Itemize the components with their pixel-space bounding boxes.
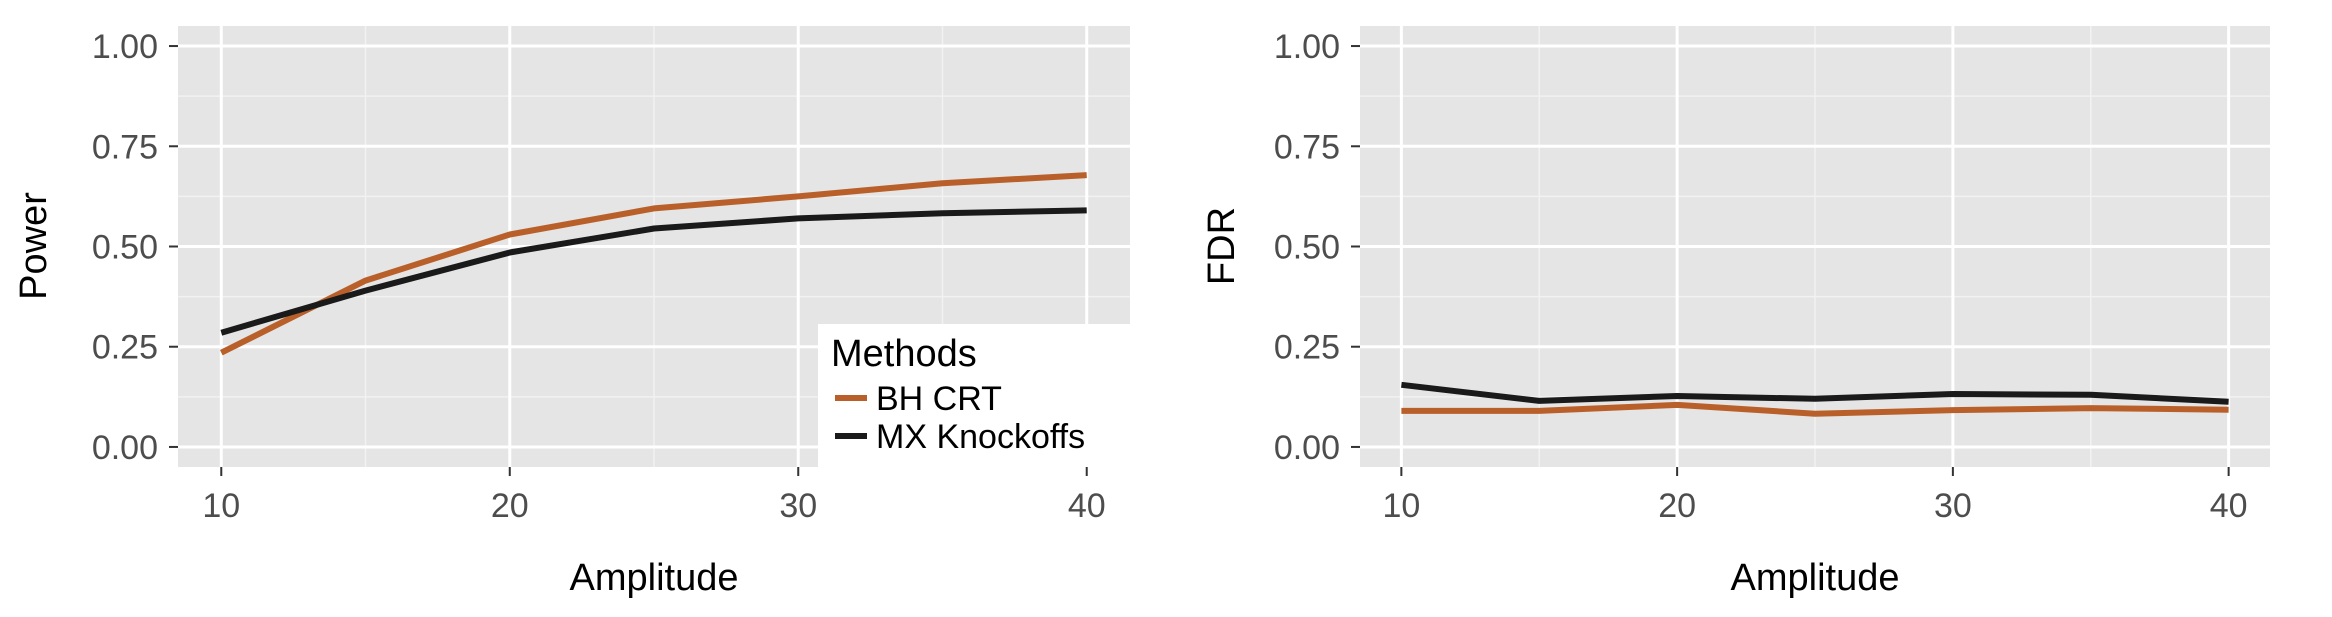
x-tick-label: 30 [779,487,817,525]
legend-title: Methods [831,333,977,375]
y-axis-title: Power [13,192,55,300]
x-tick-label: 10 [202,487,240,525]
x-tick-label: 30 [1934,487,1972,525]
x-tick-label: 10 [1382,487,1420,525]
y-tick-label: 0.50 [92,229,158,267]
y-tick-label: 1.00 [1274,28,1340,66]
y-tick-label: 0.50 [1274,229,1340,267]
x-axis-title: Amplitude [1731,557,1900,599]
x-tick-label: 40 [2210,487,2248,525]
legend-label: BH CRT [876,380,1002,418]
x-tick-label: 20 [491,487,529,525]
y-tick-label: 0.75 [92,128,158,166]
y-tick-label: 1.00 [92,28,158,66]
y-tick-label: 0.00 [92,429,158,467]
x-tick-label: 40 [1068,487,1106,525]
y-axis-title: FDR [1201,207,1243,285]
x-tick-label: 20 [1658,487,1696,525]
y-tick-label: 0.25 [92,329,158,367]
y-tick-label: 0.25 [1274,329,1340,367]
y-tick-label: 0.00 [1274,429,1340,467]
x-axis-title: Amplitude [570,557,739,599]
y-tick-label: 0.75 [1274,128,1340,166]
legend-label: MX Knockoffs [876,418,1085,456]
